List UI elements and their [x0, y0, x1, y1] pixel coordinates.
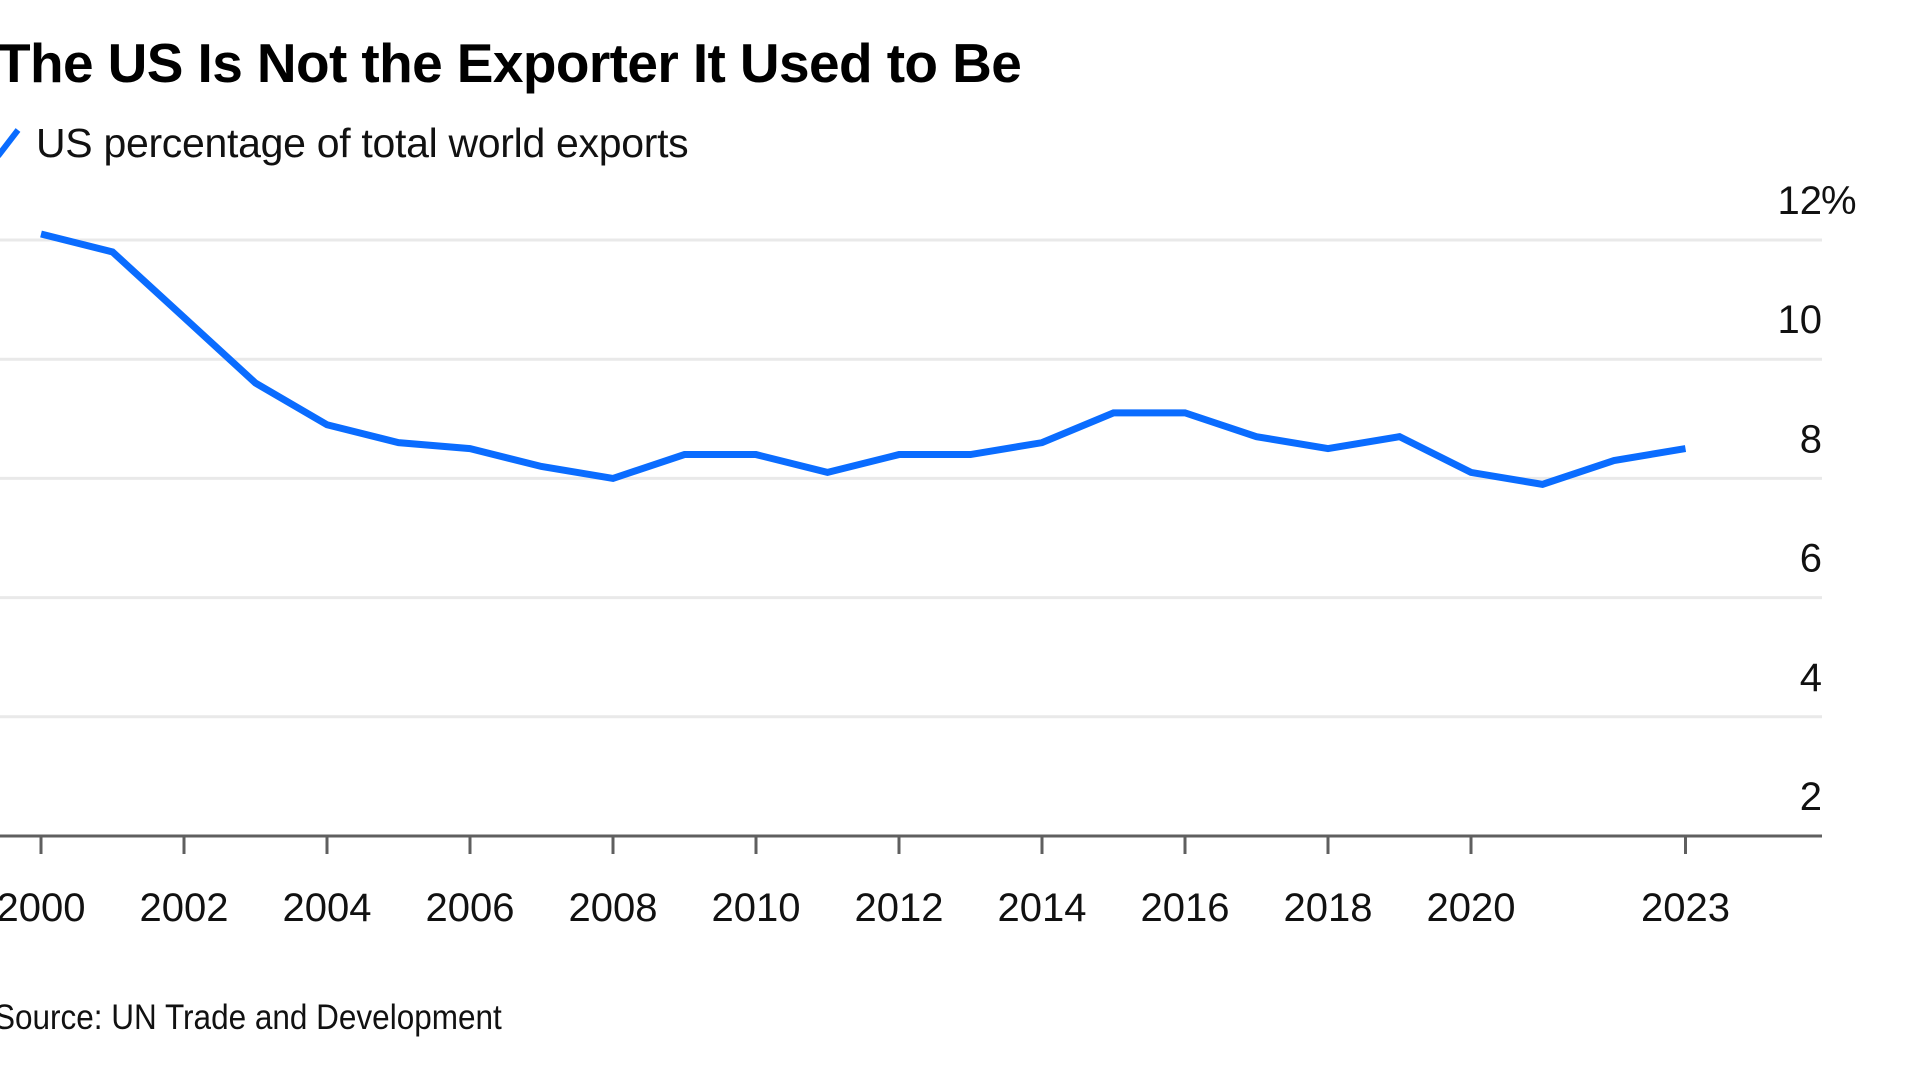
y-tick-value: 2 — [1800, 775, 1822, 819]
x-axis — [0, 834, 1822, 854]
x-tick-label-2012: 2012 — [855, 886, 944, 930]
x-tick-label-2016: 2016 — [1141, 886, 1230, 930]
y-tick-label-6: 6 — [1800, 537, 1822, 581]
legend-label: US percentage of total world exports — [36, 120, 689, 166]
x-tick-label-2010: 2010 — [712, 886, 801, 930]
y-tick-value: 10 — [1778, 298, 1823, 342]
y-tick-label-10: 10 — [1778, 298, 1823, 342]
line-swatch-icon — [0, 120, 26, 166]
y-tick-value: 8 — [1800, 417, 1822, 461]
legend-swatch-stroke — [0, 128, 21, 158]
y-tick-label-2: 2 — [1800, 775, 1822, 819]
source-note: Source: UN Trade and Development — [0, 998, 502, 1037]
gridlines — [0, 238, 1822, 719]
y-tick-label-4: 4 — [1800, 656, 1822, 700]
series-line-0 — [40, 230, 1687, 488]
y-unit-suffix: % — [1821, 179, 1857, 223]
x-tick-label-2018: 2018 — [1284, 886, 1373, 930]
chart-title: The US Is Not the Exporter It Used to Be — [0, 32, 1022, 94]
y-tick-value: 4 — [1800, 656, 1822, 700]
x-tick-label-2020: 2020 — [1427, 886, 1516, 930]
x-tick-label-2004: 2004 — [283, 886, 372, 930]
series-group — [40, 230, 1687, 488]
x-tick-label-2023: 2023 — [1641, 886, 1730, 930]
x-axis-labels: 2000 2002 2004 2006 2008 2010 2012 2014 2016 2018… — [0, 886, 1730, 930]
legend: US percentage of total world exports — [0, 120, 689, 166]
x-tick-label-2006: 2006 — [426, 886, 515, 930]
y-axis-labels: 2 4 6 8 10 12% — [1778, 179, 1857, 819]
y-tick-label-8: 8 — [1800, 417, 1822, 461]
y-tick-value: 12 — [1778, 179, 1823, 223]
x-tick-label-2014: 2014 — [998, 886, 1087, 930]
x-tick-label-2008: 2008 — [569, 886, 658, 930]
y-tick-value: 6 — [1800, 537, 1822, 581]
y-tick-label-12: 12 — [1778, 179, 1823, 223]
x-tick-label-2002: 2002 — [140, 886, 229, 930]
x-tick-label-2000: 2000 — [0, 886, 85, 930]
